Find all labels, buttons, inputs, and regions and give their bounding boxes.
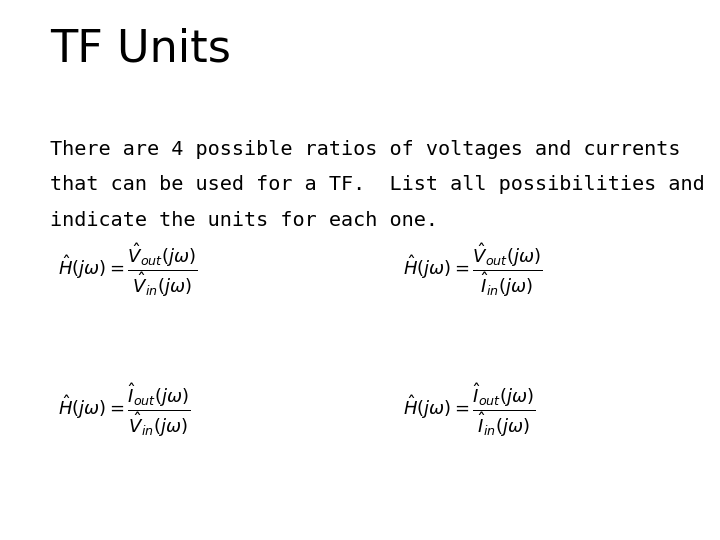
Text: $\hat{H}(j\omega) = \dfrac{\hat{I}_{out}(j\omega)}{\hat{V}_{in}(j\omega)}$: $\hat{H}(j\omega) = \dfrac{\hat{I}_{out}… xyxy=(58,382,190,439)
Text: $\hat{H}(j\omega) = \dfrac{\hat{V}_{out}(j\omega)}{\hat{V}_{in}(j\omega)}$: $\hat{H}(j\omega) = \dfrac{\hat{V}_{out}… xyxy=(58,241,197,299)
Text: TF Units: TF Units xyxy=(50,27,231,70)
Text: There are 4 possible ratios of voltages and currents: There are 4 possible ratios of voltages … xyxy=(50,140,681,159)
Text: $\hat{H}(j\omega) = \dfrac{\hat{I}_{out}(j\omega)}{\hat{I}_{in}(j\omega)}$: $\hat{H}(j\omega) = \dfrac{\hat{I}_{out}… xyxy=(403,382,536,439)
Text: indicate the units for each one.: indicate the units for each one. xyxy=(50,211,438,229)
Text: that can be used for a TF.  List all possibilities and: that can be used for a TF. List all poss… xyxy=(50,176,705,194)
Text: $\hat{H}(j\omega) = \dfrac{\hat{V}_{out}(j\omega)}{\hat{I}_{in}(j\omega)}$: $\hat{H}(j\omega) = \dfrac{\hat{V}_{out}… xyxy=(403,241,543,299)
